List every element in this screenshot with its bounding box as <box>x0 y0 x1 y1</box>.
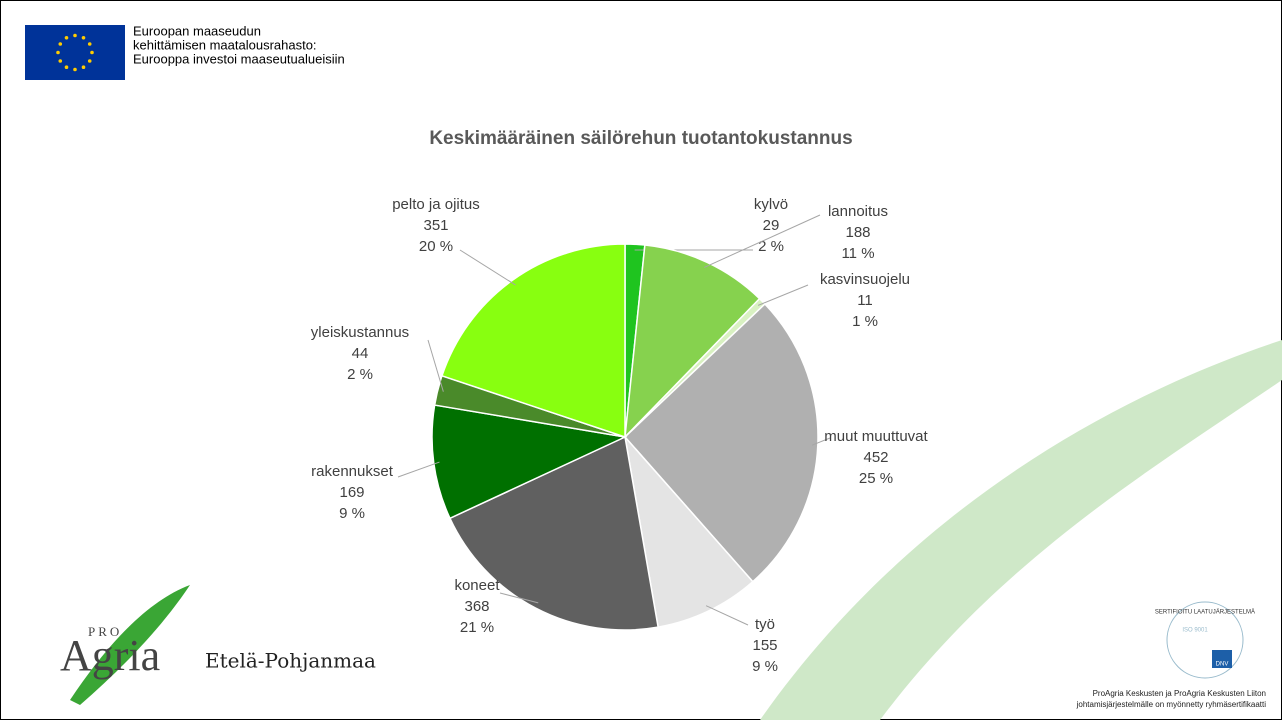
slice-percent: 21 % <box>460 619 494 636</box>
header-line: kehittämisen maatalousrahasto: <box>133 37 317 52</box>
slice-value: 188 <box>845 224 870 241</box>
slice-name: pelto ja ojitus <box>392 196 480 213</box>
slice-value: 155 <box>752 637 777 654</box>
slice-name: koneet <box>454 577 500 594</box>
pie: kylvö 29 2 % lannoitus 188 11 % kasvinsuojelu 1… <box>311 196 929 675</box>
cert-line: ProAgria Keskusten ja ProAgria Keskusten… <box>1093 689 1266 698</box>
eu-star <box>90 50 94 55</box>
pie-slice <box>623 302 819 583</box>
leader-line <box>459 249 516 286</box>
header-line: Eurooppa investoi maaseutualueisiin <box>133 51 345 66</box>
slice-name: lannoitus <box>828 203 888 220</box>
slice-name: yleiskustannus <box>311 324 409 341</box>
eu-star <box>73 33 77 38</box>
logo-region: Etelä-Pohjanmaa <box>205 649 376 673</box>
dnv-box <box>1212 650 1232 668</box>
slice-percent: 11 % <box>841 245 874 262</box>
slice-name: kylvö <box>754 196 788 213</box>
pie-slice <box>623 434 754 629</box>
slice-percent: 2 % <box>758 238 784 255</box>
slice-name: kasvinsuojelu <box>820 271 910 288</box>
leader-line <box>757 284 809 306</box>
slice-value: 29 <box>763 217 780 234</box>
leader-line <box>704 214 821 268</box>
slice-name: muut muuttuvat <box>824 428 928 445</box>
slice-name: rakennukset <box>311 463 394 480</box>
pie-slice <box>624 244 761 440</box>
eu-star <box>81 65 86 70</box>
leader-line <box>499 592 539 604</box>
slice-value: 351 <box>423 217 448 234</box>
eu-star <box>56 50 60 55</box>
cert-seal-text: SERTIFIOITU LAATUJÄRJESTELMÄ <box>1155 609 1255 616</box>
pie-slice <box>431 404 628 520</box>
pie-slice <box>441 243 626 439</box>
leader-line <box>397 461 440 478</box>
slice-percent: 9 % <box>339 505 365 522</box>
leader-line <box>811 437 831 446</box>
eu-flag <box>25 25 125 80</box>
slice-value: 368 <box>464 598 489 615</box>
slice-percent: 1 % <box>852 313 878 330</box>
eu-star <box>87 59 92 63</box>
leader-line <box>705 605 749 626</box>
eu-star <box>64 65 69 70</box>
slice-value: 44 <box>352 345 369 362</box>
chart-title: Keskimääräinen säilörehun tuotantokustan… <box>429 128 852 149</box>
logo-pro: PRO <box>88 624 122 639</box>
leader-line <box>427 339 444 392</box>
eu-stars <box>56 33 94 72</box>
eu-star <box>64 35 69 40</box>
eu-star <box>87 42 92 46</box>
cert-iso: ISO 9001 <box>1182 628 1208 634</box>
logo-agria: Agria <box>60 631 160 680</box>
slice-value: 452 <box>863 449 888 466</box>
logo-swoosh <box>70 585 190 705</box>
eu-star <box>58 42 63 46</box>
slice-value: 169 <box>339 484 364 501</box>
background-swoosh <box>760 340 1282 720</box>
header-line: Euroopan maaseudun <box>133 23 261 38</box>
eu-star <box>58 59 63 63</box>
eu-star <box>81 35 86 40</box>
cert-line: johtamisjärjestelmälle on myönnetty ryhm… <box>1076 700 1267 709</box>
slice-percent: 25 % <box>859 470 893 487</box>
slice-percent: 2 % <box>347 366 373 383</box>
slice-percent: 9 % <box>752 658 778 675</box>
slice-name: työ <box>755 616 775 633</box>
eu-star <box>73 67 77 72</box>
slice-percent: 20 % <box>419 238 453 255</box>
pie-slice <box>448 435 659 631</box>
cert-dnv: DNV <box>1216 662 1229 668</box>
slice-value: 11 <box>857 292 873 309</box>
